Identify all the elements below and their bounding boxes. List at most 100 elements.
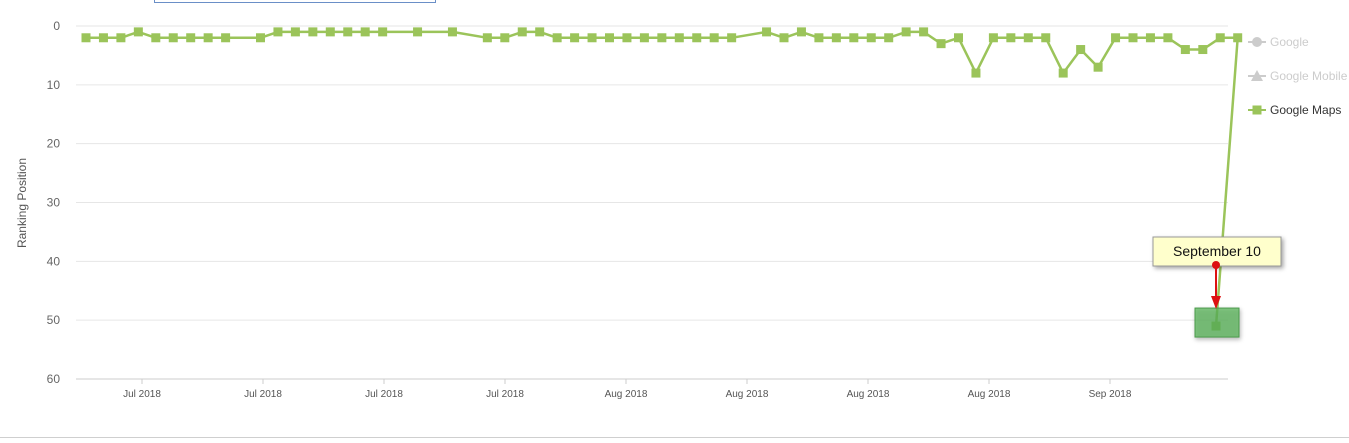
data-point[interactable] bbox=[325, 27, 335, 37]
data-point[interactable] bbox=[413, 27, 423, 37]
annotation-highlight-box bbox=[1194, 307, 1240, 338]
data-point[interactable] bbox=[256, 33, 265, 43]
x-tick-label: Jul 2018 bbox=[486, 389, 524, 400]
x-axis: Jul 2018 Jul 2018 Jul 2018 Jul 2018 Aug 2018… bbox=[123, 379, 1132, 400]
y-tick-label: 30 bbox=[47, 196, 61, 210]
annotation-callout-text: September 10 bbox=[1173, 243, 1261, 259]
data-point[interactable] bbox=[971, 68, 981, 78]
data-point[interactable] bbox=[570, 33, 580, 43]
data-point[interactable] bbox=[1128, 33, 1138, 43]
data-point[interactable] bbox=[81, 33, 91, 43]
data-point[interactable] bbox=[727, 33, 737, 43]
data-point[interactable] bbox=[552, 33, 562, 43]
data-point[interactable] bbox=[674, 33, 684, 43]
square-marker-icon bbox=[1252, 105, 1262, 115]
x-tick-label: Aug 2018 bbox=[968, 389, 1011, 400]
data-point[interactable] bbox=[762, 27, 772, 37]
data-point[interactable] bbox=[605, 33, 614, 43]
data-point[interactable] bbox=[1058, 68, 1068, 78]
legend-item-google-maps[interactable]: Google Maps bbox=[1248, 103, 1341, 117]
data-point[interactable] bbox=[1093, 62, 1103, 72]
data-point[interactable] bbox=[273, 27, 283, 37]
data-point[interactable] bbox=[1076, 45, 1086, 55]
data-point[interactable] bbox=[221, 33, 231, 43]
x-tick-label: Sep 2018 bbox=[1089, 389, 1132, 400]
legend-item-google-mobile[interactable]: Google Mobile bbox=[1248, 69, 1348, 83]
data-point[interactable] bbox=[1111, 33, 1121, 43]
x-tick-label: Aug 2018 bbox=[847, 389, 890, 400]
data-point[interactable] bbox=[919, 27, 929, 37]
data-point[interactable] bbox=[954, 33, 963, 43]
legend: Google Google Mobile Google Maps bbox=[1248, 35, 1348, 117]
x-tick-label: Jul 2018 bbox=[123, 389, 161, 400]
data-point[interactable] bbox=[1006, 33, 1016, 43]
top-input-box-edge bbox=[154, 0, 436, 3]
bottom-divider bbox=[0, 437, 1349, 438]
data-point[interactable] bbox=[168, 33, 178, 43]
data-point[interactable] bbox=[1215, 33, 1225, 43]
x-tick-label: Jul 2018 bbox=[365, 389, 403, 400]
data-point[interactable] bbox=[151, 33, 161, 43]
x-tick-label: Aug 2018 bbox=[726, 389, 769, 400]
y-tick-label: 60 bbox=[47, 372, 61, 386]
data-point[interactable] bbox=[535, 27, 545, 37]
data-point[interactable] bbox=[866, 33, 876, 43]
data-point[interactable] bbox=[639, 33, 649, 43]
annotation-callout: September 10 bbox=[1152, 236, 1282, 338]
data-point[interactable] bbox=[709, 33, 719, 43]
data-point[interactable] bbox=[98, 33, 108, 43]
data-point[interactable] bbox=[203, 33, 213, 43]
x-tick-label: Jul 2018 bbox=[244, 389, 282, 400]
data-point[interactable] bbox=[901, 27, 911, 37]
y-tick-label: 40 bbox=[47, 254, 61, 268]
legend-label: Google Maps bbox=[1270, 103, 1341, 117]
data-point[interactable] bbox=[186, 33, 196, 43]
data-point[interactable] bbox=[622, 33, 632, 43]
grid-lines bbox=[76, 25, 1228, 380]
data-point[interactable] bbox=[378, 27, 388, 37]
legend-item-google[interactable]: Google bbox=[1248, 35, 1309, 49]
legend-label: Google Mobile bbox=[1270, 69, 1348, 83]
y-tick-label: 50 bbox=[47, 313, 61, 327]
data-point[interactable] bbox=[831, 33, 841, 43]
circle-marker-icon bbox=[1252, 37, 1262, 47]
data-point[interactable] bbox=[657, 33, 667, 43]
data-point[interactable] bbox=[587, 33, 597, 43]
data-point[interactable] bbox=[360, 27, 370, 37]
data-point[interactable] bbox=[308, 27, 318, 37]
data-point[interactable] bbox=[779, 33, 789, 43]
data-point[interactable] bbox=[482, 33, 492, 43]
data-point[interactable] bbox=[133, 27, 143, 37]
data-point[interactable] bbox=[500, 33, 510, 43]
y-axis-title: Ranking Position bbox=[15, 158, 29, 248]
data-point[interactable] bbox=[290, 27, 300, 37]
data-point[interactable] bbox=[1145, 33, 1155, 43]
data-point[interactable] bbox=[1023, 33, 1033, 43]
y-axis-ticks: 0 10 20 30 40 50 60 bbox=[47, 19, 61, 386]
data-point[interactable] bbox=[884, 33, 894, 43]
y-tick-label: 20 bbox=[47, 137, 61, 151]
data-point[interactable] bbox=[849, 33, 859, 43]
data-point[interactable] bbox=[116, 33, 126, 43]
y-tick-label: 0 bbox=[53, 19, 60, 33]
data-point[interactable] bbox=[517, 27, 527, 37]
data-point[interactable] bbox=[1180, 45, 1190, 55]
y-tick-label: 10 bbox=[47, 78, 61, 92]
data-point[interactable] bbox=[1198, 45, 1208, 55]
data-point[interactable] bbox=[343, 27, 353, 37]
data-point[interactable] bbox=[1163, 33, 1173, 43]
legend-label: Google bbox=[1270, 35, 1309, 49]
data-point[interactable] bbox=[1233, 33, 1243, 43]
data-point[interactable] bbox=[988, 33, 998, 43]
annotation-arrow-head bbox=[1211, 296, 1221, 310]
data-point[interactable] bbox=[814, 33, 824, 43]
data-point[interactable] bbox=[447, 27, 457, 37]
data-point[interactable] bbox=[692, 33, 702, 43]
data-point[interactable] bbox=[936, 39, 946, 49]
data-point[interactable] bbox=[1041, 33, 1051, 43]
x-tick-label: Aug 2018 bbox=[605, 389, 648, 400]
series-google-maps bbox=[81, 27, 1243, 331]
annotation-arrow-origin bbox=[1212, 261, 1220, 269]
data-point[interactable] bbox=[796, 27, 806, 37]
